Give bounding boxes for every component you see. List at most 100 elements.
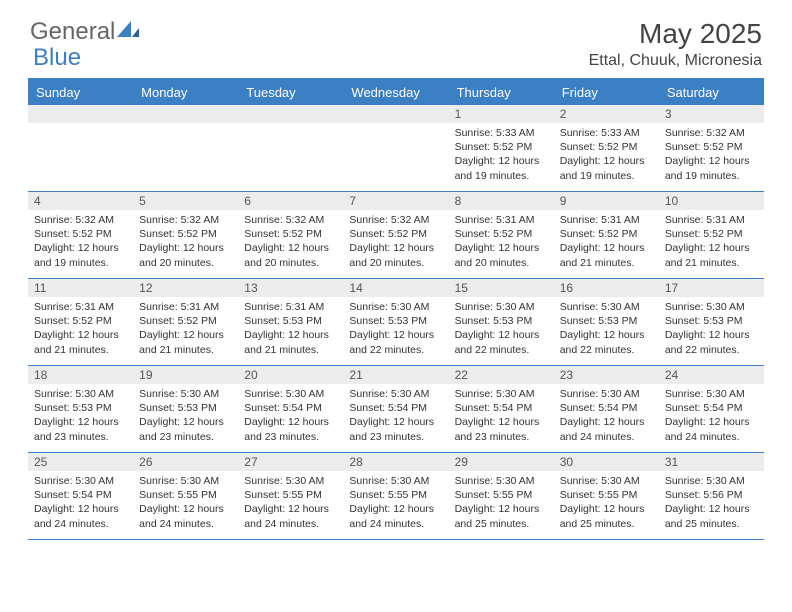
sunset-line: Sunset: 5:54 PM xyxy=(34,488,127,502)
calendar-day-cell xyxy=(238,105,343,191)
sunset-line: Sunset: 5:52 PM xyxy=(34,227,127,241)
calendar-day-cell: 13Sunrise: 5:31 AMSunset: 5:53 PMDayligh… xyxy=(238,279,343,365)
sunrise-line: Sunrise: 5:32 AM xyxy=(34,213,127,227)
day-number: 30 xyxy=(554,453,659,471)
calendar-day-cell: 22Sunrise: 5:30 AMSunset: 5:54 PMDayligh… xyxy=(449,366,554,452)
calendar-day-cell: 9Sunrise: 5:31 AMSunset: 5:52 PMDaylight… xyxy=(554,192,659,278)
day-details: Sunrise: 5:30 AMSunset: 5:53 PMDaylight:… xyxy=(659,297,764,361)
day-number: 28 xyxy=(343,453,448,471)
sunrise-line: Sunrise: 5:30 AM xyxy=(455,474,548,488)
sunset-line: Sunset: 5:53 PM xyxy=(34,401,127,415)
calendar-day-cell: 1Sunrise: 5:33 AMSunset: 5:52 PMDaylight… xyxy=(449,105,554,191)
sunset-line: Sunset: 5:55 PM xyxy=(139,488,232,502)
day-number xyxy=(133,105,238,123)
daylight-line: Daylight: 12 hours and 19 minutes. xyxy=(560,154,653,182)
sunset-line: Sunset: 5:54 PM xyxy=(560,401,653,415)
day-number: 2 xyxy=(554,105,659,123)
day-header-cell: Sunday xyxy=(28,80,133,105)
day-number: 24 xyxy=(659,366,764,384)
sunrise-line: Sunrise: 5:30 AM xyxy=(560,300,653,314)
sunrise-line: Sunrise: 5:31 AM xyxy=(244,300,337,314)
daylight-line: Daylight: 12 hours and 20 minutes. xyxy=(244,241,337,269)
daylight-line: Daylight: 12 hours and 21 minutes. xyxy=(560,241,653,269)
calendar-week: 18Sunrise: 5:30 AMSunset: 5:53 PMDayligh… xyxy=(28,366,764,453)
calendar-day-cell: 3Sunrise: 5:32 AMSunset: 5:52 PMDaylight… xyxy=(659,105,764,191)
day-header-row: SundayMondayTuesdayWednesdayThursdayFrid… xyxy=(28,80,764,105)
calendar-day-cell: 17Sunrise: 5:30 AMSunset: 5:53 PMDayligh… xyxy=(659,279,764,365)
daylight-line: Daylight: 12 hours and 24 minutes. xyxy=(560,415,653,443)
logo-text-blue-row: Blue xyxy=(33,44,81,72)
daylight-line: Daylight: 12 hours and 23 minutes. xyxy=(139,415,232,443)
daylight-line: Daylight: 12 hours and 23 minutes. xyxy=(244,415,337,443)
calendar-day-cell: 18Sunrise: 5:30 AMSunset: 5:53 PMDayligh… xyxy=(28,366,133,452)
day-details: Sunrise: 5:30 AMSunset: 5:54 PMDaylight:… xyxy=(28,471,133,535)
sunset-line: Sunset: 5:53 PM xyxy=(665,314,758,328)
day-number: 5 xyxy=(133,192,238,210)
day-details: Sunrise: 5:30 AMSunset: 5:55 PMDaylight:… xyxy=(133,471,238,535)
calendar-day-cell: 24Sunrise: 5:30 AMSunset: 5:54 PMDayligh… xyxy=(659,366,764,452)
day-number xyxy=(238,105,343,123)
sunrise-line: Sunrise: 5:30 AM xyxy=(244,387,337,401)
day-details: Sunrise: 5:30 AMSunset: 5:53 PMDaylight:… xyxy=(343,297,448,361)
sunset-line: Sunset: 5:52 PM xyxy=(139,314,232,328)
day-number: 27 xyxy=(238,453,343,471)
day-number xyxy=(343,105,448,123)
day-details: Sunrise: 5:30 AMSunset: 5:55 PMDaylight:… xyxy=(449,471,554,535)
day-details: Sunrise: 5:31 AMSunset: 5:52 PMDaylight:… xyxy=(554,210,659,274)
day-details: Sunrise: 5:30 AMSunset: 5:53 PMDaylight:… xyxy=(554,297,659,361)
day-number: 22 xyxy=(449,366,554,384)
sunrise-line: Sunrise: 5:30 AM xyxy=(560,387,653,401)
sunset-line: Sunset: 5:52 PM xyxy=(455,140,548,154)
daylight-line: Daylight: 12 hours and 20 minutes. xyxy=(349,241,442,269)
daylight-line: Daylight: 12 hours and 23 minutes. xyxy=(349,415,442,443)
sunrise-line: Sunrise: 5:30 AM xyxy=(665,387,758,401)
daylight-line: Daylight: 12 hours and 20 minutes. xyxy=(139,241,232,269)
day-number: 16 xyxy=(554,279,659,297)
logo-text-general: General xyxy=(30,18,115,46)
logo-sail-icon xyxy=(117,18,139,46)
daylight-line: Daylight: 12 hours and 25 minutes. xyxy=(665,502,758,530)
sunrise-line: Sunrise: 5:33 AM xyxy=(455,126,548,140)
day-header-cell: Friday xyxy=(554,80,659,105)
day-number: 14 xyxy=(343,279,448,297)
day-details: Sunrise: 5:30 AMSunset: 5:54 PMDaylight:… xyxy=(449,384,554,448)
sunrise-line: Sunrise: 5:30 AM xyxy=(139,387,232,401)
day-number: 29 xyxy=(449,453,554,471)
sunrise-line: Sunrise: 5:31 AM xyxy=(665,213,758,227)
calendar-day-cell: 10Sunrise: 5:31 AMSunset: 5:52 PMDayligh… xyxy=(659,192,764,278)
calendar-day-cell: 28Sunrise: 5:30 AMSunset: 5:55 PMDayligh… xyxy=(343,453,448,539)
sunrise-line: Sunrise: 5:30 AM xyxy=(139,474,232,488)
calendar: SundayMondayTuesdayWednesdayThursdayFrid… xyxy=(28,78,764,540)
calendar-day-cell: 26Sunrise: 5:30 AMSunset: 5:55 PMDayligh… xyxy=(133,453,238,539)
day-number: 7 xyxy=(343,192,448,210)
sunset-line: Sunset: 5:52 PM xyxy=(139,227,232,241)
day-number: 20 xyxy=(238,366,343,384)
sunset-line: Sunset: 5:52 PM xyxy=(665,227,758,241)
sunset-line: Sunset: 5:53 PM xyxy=(455,314,548,328)
sunset-line: Sunset: 5:52 PM xyxy=(349,227,442,241)
location-text: Ettal, Chuuk, Micronesia xyxy=(589,52,762,70)
logo-text-blue: Blue xyxy=(33,44,81,72)
daylight-line: Daylight: 12 hours and 21 minutes. xyxy=(665,241,758,269)
day-number: 25 xyxy=(28,453,133,471)
daylight-line: Daylight: 12 hours and 25 minutes. xyxy=(560,502,653,530)
calendar-day-cell xyxy=(28,105,133,191)
daylight-line: Daylight: 12 hours and 22 minutes. xyxy=(560,328,653,356)
day-details: Sunrise: 5:31 AMSunset: 5:52 PMDaylight:… xyxy=(449,210,554,274)
calendar-day-cell: 27Sunrise: 5:30 AMSunset: 5:55 PMDayligh… xyxy=(238,453,343,539)
day-number: 31 xyxy=(659,453,764,471)
day-details: Sunrise: 5:32 AMSunset: 5:52 PMDaylight:… xyxy=(28,210,133,274)
daylight-line: Daylight: 12 hours and 21 minutes. xyxy=(139,328,232,356)
day-details: Sunrise: 5:30 AMSunset: 5:54 PMDaylight:… xyxy=(238,384,343,448)
daylight-line: Daylight: 12 hours and 19 minutes. xyxy=(34,241,127,269)
sunrise-line: Sunrise: 5:31 AM xyxy=(34,300,127,314)
sunset-line: Sunset: 5:53 PM xyxy=(560,314,653,328)
sunrise-line: Sunrise: 5:33 AM xyxy=(560,126,653,140)
title-block: May 2025 Ettal, Chuuk, Micronesia xyxy=(589,18,762,70)
sunset-line: Sunset: 5:55 PM xyxy=(455,488,548,502)
day-details: Sunrise: 5:32 AMSunset: 5:52 PMDaylight:… xyxy=(659,123,764,187)
day-details: Sunrise: 5:31 AMSunset: 5:52 PMDaylight:… xyxy=(28,297,133,361)
daylight-line: Daylight: 12 hours and 23 minutes. xyxy=(455,415,548,443)
sunrise-line: Sunrise: 5:31 AM xyxy=(455,213,548,227)
day-number: 4 xyxy=(28,192,133,210)
